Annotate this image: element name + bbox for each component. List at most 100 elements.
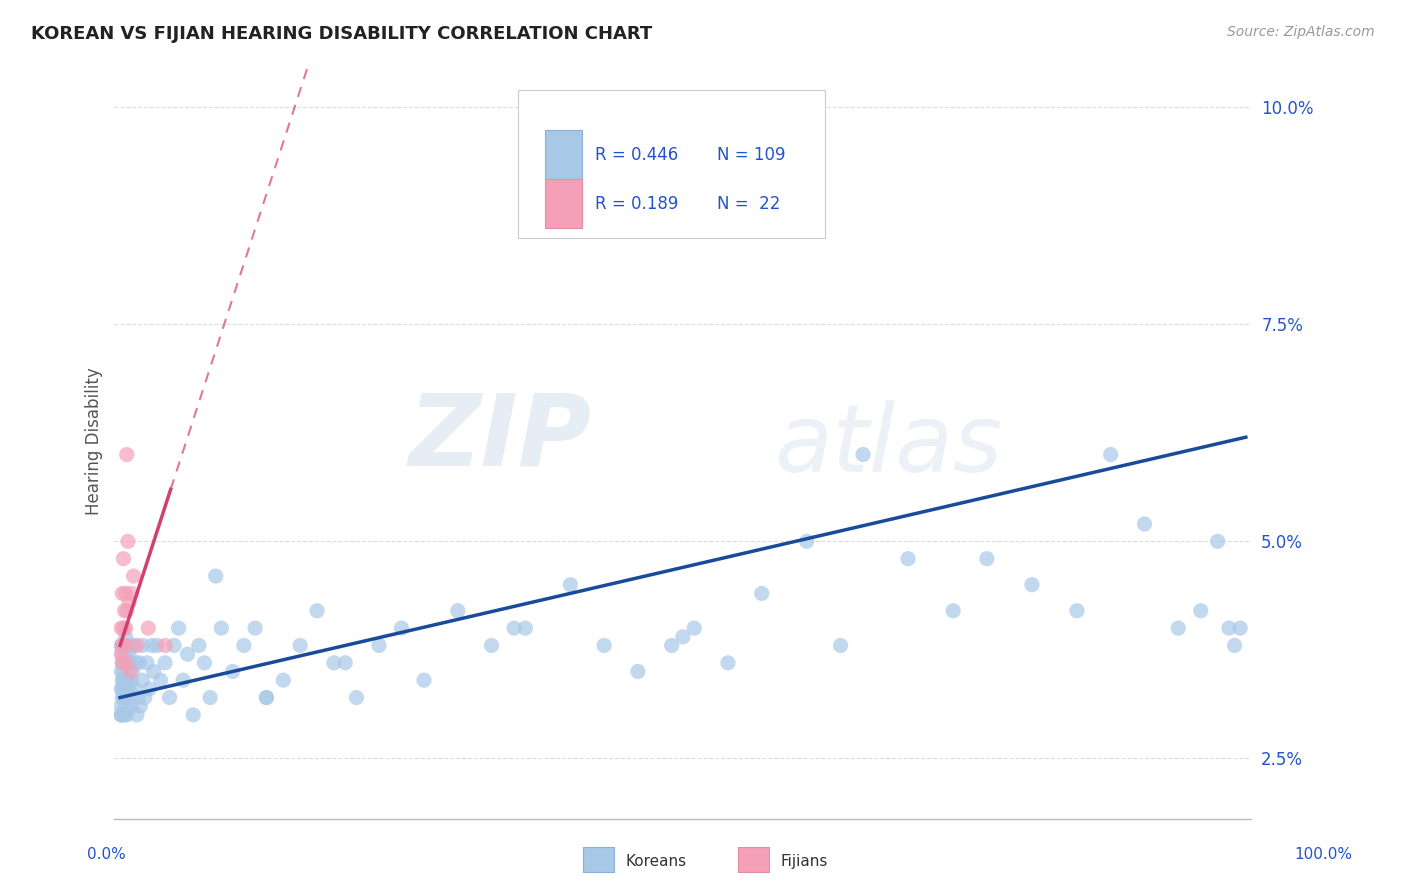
Point xyxy=(128,656,150,670)
Point xyxy=(125,656,148,670)
FancyBboxPatch shape xyxy=(517,90,825,237)
Text: ZIP: ZIP xyxy=(409,389,592,486)
Point xyxy=(122,569,145,583)
Point xyxy=(112,621,135,635)
Text: 0.0%: 0.0% xyxy=(87,847,127,862)
Point xyxy=(560,578,582,592)
Point xyxy=(288,639,311,653)
Point xyxy=(118,595,141,609)
Point xyxy=(111,639,134,653)
Point xyxy=(114,681,136,696)
Point xyxy=(942,604,965,618)
Point xyxy=(114,673,136,688)
Point xyxy=(146,639,169,653)
Point xyxy=(1189,604,1212,618)
Text: R = 0.189: R = 0.189 xyxy=(595,194,679,212)
Point xyxy=(221,665,243,679)
Point xyxy=(149,673,172,688)
Point xyxy=(181,707,204,722)
Point xyxy=(112,639,135,653)
Point xyxy=(111,690,134,705)
Point xyxy=(112,673,135,688)
Point xyxy=(111,656,134,670)
Point xyxy=(111,586,134,600)
Point xyxy=(118,681,141,696)
Point xyxy=(115,707,138,722)
Point xyxy=(110,707,132,722)
Point xyxy=(117,673,139,688)
Point xyxy=(1021,578,1043,592)
Point xyxy=(976,551,998,566)
Point xyxy=(120,586,142,600)
Point xyxy=(120,656,142,670)
Point xyxy=(112,551,135,566)
Point xyxy=(209,621,232,635)
Point xyxy=(114,656,136,670)
Point xyxy=(1066,604,1088,618)
Point xyxy=(111,647,134,661)
Point xyxy=(232,639,254,653)
Point xyxy=(254,690,277,705)
Text: Koreans: Koreans xyxy=(626,855,686,869)
Point xyxy=(125,707,148,722)
Point xyxy=(114,707,136,722)
FancyBboxPatch shape xyxy=(546,179,582,228)
Point xyxy=(110,647,132,661)
Point xyxy=(335,656,357,670)
Point xyxy=(114,604,136,618)
Point xyxy=(368,639,391,653)
Point xyxy=(115,448,138,462)
Point xyxy=(110,707,132,722)
Point xyxy=(114,621,136,635)
Point xyxy=(114,630,136,644)
Point xyxy=(114,699,136,714)
Point xyxy=(111,639,134,653)
Point xyxy=(120,699,142,714)
Point xyxy=(193,656,215,670)
Text: 100.0%: 100.0% xyxy=(1295,847,1353,862)
Point xyxy=(254,690,277,705)
Point xyxy=(124,681,146,696)
Point xyxy=(110,665,132,679)
Point xyxy=(391,621,413,635)
Text: R = 0.446: R = 0.446 xyxy=(595,145,679,163)
Point xyxy=(115,604,138,618)
Point xyxy=(117,534,139,549)
Point xyxy=(111,681,134,696)
Point xyxy=(118,647,141,661)
Point xyxy=(141,639,163,653)
Point xyxy=(120,690,142,705)
Point xyxy=(153,639,176,653)
Point xyxy=(121,665,143,679)
Point xyxy=(1218,621,1240,635)
Point xyxy=(115,681,138,696)
Point xyxy=(153,656,176,670)
Point xyxy=(172,673,194,688)
Point xyxy=(852,448,875,462)
Point xyxy=(346,690,368,705)
Point xyxy=(138,681,160,696)
Point xyxy=(127,690,149,705)
Point xyxy=(515,621,537,635)
Point xyxy=(110,681,132,696)
Point xyxy=(830,639,852,653)
Point xyxy=(163,639,186,653)
Point xyxy=(112,673,135,688)
Point xyxy=(1133,516,1156,531)
Text: KOREAN VS FIJIAN HEARING DISABILITY CORRELATION CHART: KOREAN VS FIJIAN HEARING DISABILITY CORR… xyxy=(31,25,652,43)
Point xyxy=(120,665,142,679)
Point xyxy=(131,673,153,688)
Point xyxy=(112,665,135,679)
Point xyxy=(111,707,134,722)
Point xyxy=(413,673,436,688)
Text: atlas: atlas xyxy=(773,400,1002,491)
Point xyxy=(114,647,136,661)
Text: Source: ZipAtlas.com: Source: ZipAtlas.com xyxy=(1227,25,1375,39)
Point xyxy=(159,690,181,705)
Point xyxy=(167,621,190,635)
Point xyxy=(134,690,156,705)
Point xyxy=(114,639,136,653)
Point xyxy=(1229,621,1251,635)
Point xyxy=(1099,448,1122,462)
Text: Fijians: Fijians xyxy=(780,855,828,869)
